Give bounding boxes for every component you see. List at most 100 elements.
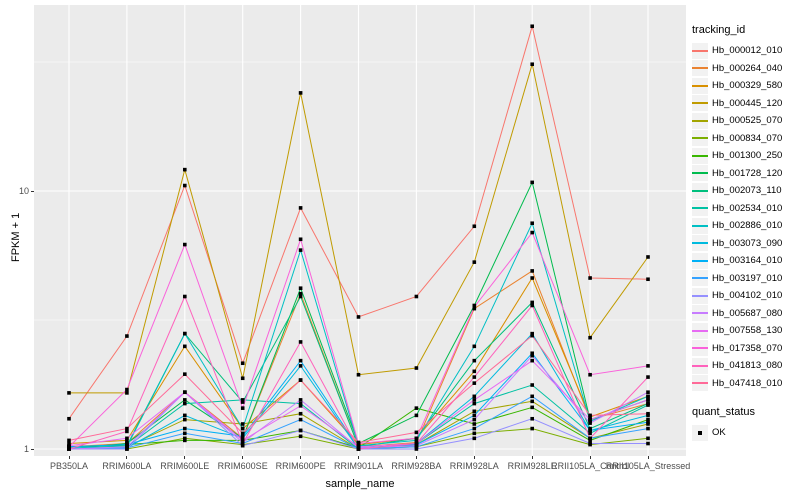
data-point	[67, 416, 71, 421]
legend-item-label: Hb_000525_070	[712, 115, 783, 127]
legend-key-line-icon	[692, 200, 708, 217]
data-point	[183, 401, 187, 406]
data-point	[298, 364, 303, 368]
data-point	[588, 276, 592, 280]
data-point	[646, 255, 650, 259]
data-point	[240, 436, 245, 441]
data-point	[530, 399, 534, 404]
legend-item: Hb_003197_010	[692, 270, 798, 288]
x-tick-label: RRIM928LA	[449, 461, 499, 471]
data-point	[183, 331, 187, 336]
legend-item: Hb_004102_010	[692, 287, 798, 305]
legend-item-label: Hb_000445_120	[712, 97, 783, 109]
data-point	[530, 24, 534, 29]
data-point	[298, 401, 303, 406]
data-point	[414, 443, 419, 448]
data-point	[472, 422, 477, 426]
legend-key-line-icon	[692, 112, 708, 129]
legend-item: Hb_001728_120	[692, 165, 798, 183]
data-point	[240, 443, 245, 448]
x-tick	[589, 456, 591, 459]
legend-item: Hb_002073_110	[692, 182, 798, 200]
legend-item-label: Hb_000264_040	[712, 62, 783, 74]
legend-quant-value: OK	[712, 427, 726, 439]
data-point	[183, 438, 187, 443]
data-point	[530, 276, 534, 280]
legend-item: Hb_000445_120	[692, 95, 798, 113]
data-point	[472, 260, 477, 264]
legend-item: Hb_002534_010	[692, 200, 798, 218]
x-tick-label: RRIM928LE	[507, 461, 557, 471]
data-point	[588, 428, 592, 433]
data-point	[298, 291, 303, 296]
legend-item: Hb_047418_010	[692, 375, 798, 393]
data-point	[472, 358, 477, 363]
x-tick-label: RRIM600LA	[102, 461, 152, 471]
legend-key-line-icon	[692, 60, 708, 77]
legend-key-line-icon	[692, 375, 708, 392]
data-point	[125, 387, 129, 392]
data-point	[298, 237, 303, 242]
data-point	[472, 305, 477, 309]
data-point	[240, 398, 245, 402]
data-point	[183, 242, 187, 247]
data-point	[530, 62, 534, 67]
data-point	[298, 398, 303, 402]
legend-item: Hb_000012_010	[692, 42, 798, 60]
legend-item: Hb_000525_070	[692, 112, 798, 130]
data-point	[240, 422, 245, 426]
data-point	[588, 441, 592, 446]
data-point	[472, 369, 477, 374]
data-point	[67, 438, 71, 443]
data-point	[530, 269, 534, 273]
x-tick	[68, 456, 70, 459]
data-point	[530, 383, 534, 387]
legend-key-line-icon	[692, 95, 708, 112]
data-point	[183, 413, 187, 418]
quant-status-key-icon	[692, 424, 708, 441]
data-point	[588, 372, 592, 377]
data-point	[240, 361, 245, 366]
data-point	[298, 286, 303, 291]
legend-item-label: Hb_004102_010	[712, 290, 783, 302]
legend-item: Hb_001300_250	[692, 147, 798, 165]
y-tick	[31, 190, 34, 192]
legend-key-line-icon	[692, 182, 708, 199]
data-point	[414, 436, 419, 441]
legend-item: Hb_005687_080	[692, 305, 798, 323]
legend-item: Hb_003073_090	[692, 235, 798, 253]
y-tick	[31, 448, 34, 450]
data-point	[646, 390, 650, 395]
legend-item-label: Hb_002534_010	[712, 202, 783, 214]
data-point	[646, 375, 650, 379]
data-point	[530, 353, 534, 358]
legend-key-line-icon	[692, 322, 708, 339]
data-point	[298, 91, 303, 95]
legend-item-label: Hb_000012_010	[712, 45, 783, 57]
data-point	[472, 381, 477, 385]
data-point	[472, 224, 477, 229]
data-point	[530, 333, 534, 338]
data-point	[472, 417, 477, 422]
data-point	[472, 413, 477, 418]
data-point	[125, 429, 129, 434]
legend-item-label: Hb_002073_110	[712, 185, 782, 197]
data-point	[530, 358, 534, 363]
data-point	[240, 400, 245, 404]
data-point	[125, 444, 129, 449]
data-point	[530, 426, 534, 431]
legend-key-line-icon	[692, 270, 708, 287]
x-tick	[647, 456, 649, 459]
data-point	[646, 441, 650, 446]
data-point	[588, 436, 592, 441]
data-point	[530, 331, 534, 336]
data-point	[298, 248, 303, 252]
data-point	[588, 417, 592, 422]
data-point	[530, 230, 534, 235]
legend-key-line-icon	[692, 287, 708, 304]
data-point	[530, 394, 534, 399]
data-point	[472, 426, 477, 431]
data-point	[67, 391, 71, 395]
data-point	[472, 436, 477, 441]
